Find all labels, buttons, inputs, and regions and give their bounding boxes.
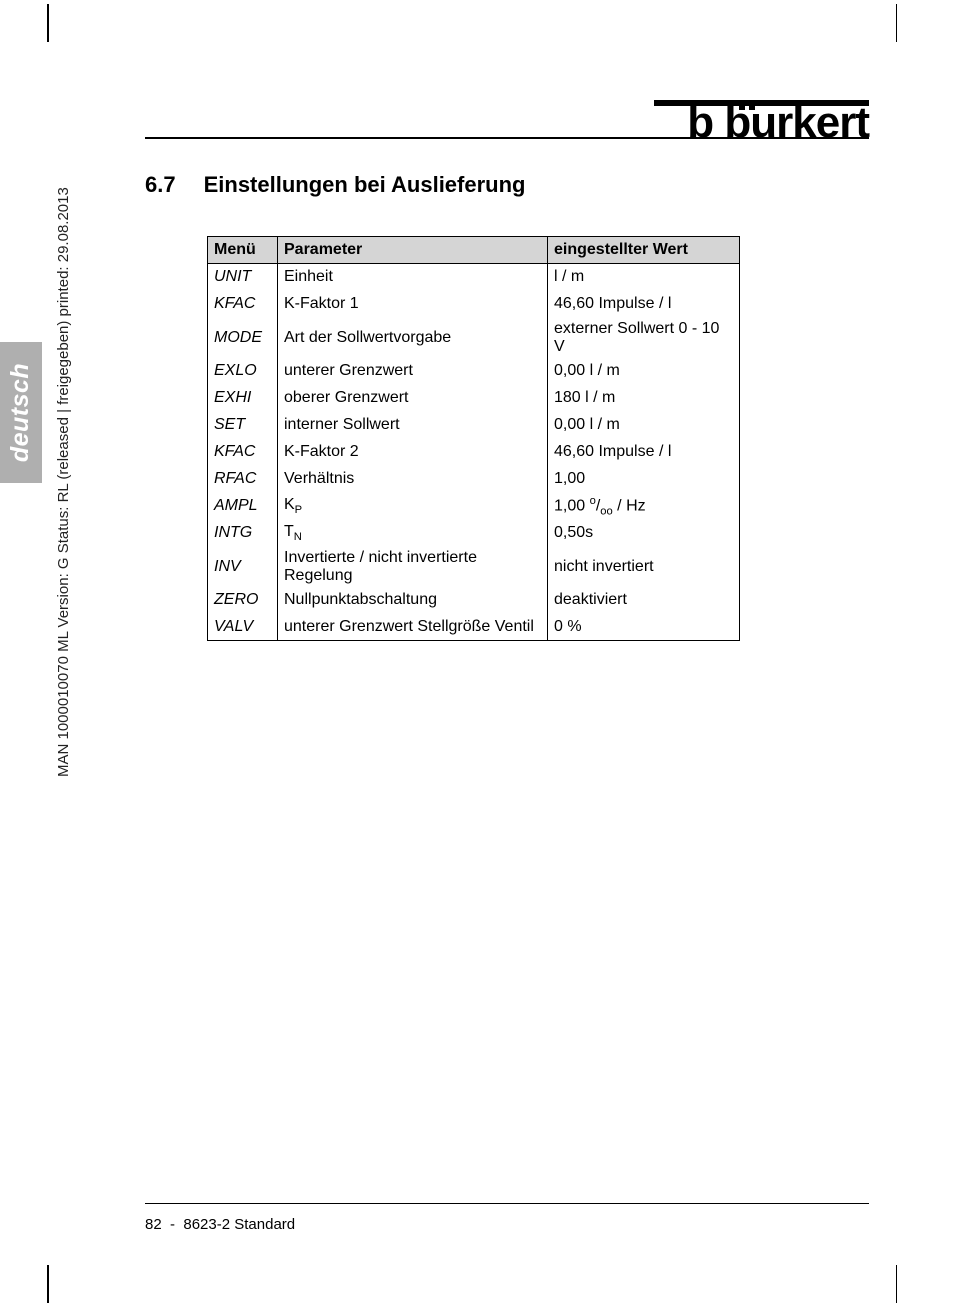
table-header-row: Menü Parameter eingestellter Wert [208, 237, 740, 264]
language-tab: deutsch [0, 342, 42, 483]
cell-parameter: Art der Sollwertvorgabe [278, 318, 548, 358]
section-title: Einstellungen bei Auslieferung [204, 172, 526, 198]
cell-value: 0,00 l / m [548, 412, 740, 439]
section-heading: 6.7 Einstellungen bei Auslieferung [145, 172, 869, 198]
cell-parameter: Nullpunktabschaltung [278, 587, 548, 614]
cell-value: 0,00 l / m [548, 358, 740, 385]
cell-parameter: Verhältnis [278, 466, 548, 493]
col-header-parameter: Parameter [278, 237, 548, 264]
cell-value: 0,50s [548, 520, 740, 547]
crop-mark [896, 4, 898, 42]
col-header-value: eingestellter Wert [548, 237, 740, 264]
language-tab-label: deutsch [7, 363, 36, 462]
table-row: AMPLKP1,00 o/oo / Hz [208, 493, 740, 520]
crop-mark [47, 4, 49, 42]
cell-menu: KFAC [208, 291, 278, 318]
section-number: 6.7 [145, 172, 176, 198]
table-row: RFACVerhältnis1,00 [208, 466, 740, 493]
cell-parameter: Invertierte / nicht invertierte Regelung [278, 547, 548, 587]
cell-value: l / m [548, 264, 740, 291]
table-row: KFACK-Faktor 246,60 Impulse / l [208, 439, 740, 466]
cell-menu: EXLO [208, 358, 278, 385]
table-row: UNITEinheitl / m [208, 264, 740, 291]
cell-menu: AMPL [208, 493, 278, 520]
cell-parameter: unterer Grenzwert Stellgröße Ventil [278, 614, 548, 641]
cell-parameter: interner Sollwert [278, 412, 548, 439]
table-row: KFACK-Faktor 146,60 Impulse / l [208, 291, 740, 318]
cell-menu: UNIT [208, 264, 278, 291]
col-header-menu: Menü [208, 237, 278, 264]
cell-value: 1,00 [548, 466, 740, 493]
table-row: ZERONullpunktabschaltungdeaktiviert [208, 587, 740, 614]
cell-menu: VALV [208, 614, 278, 641]
page-content: b burkert 6.7 Einstellungen bei Ausliefe… [75, 60, 869, 1247]
cell-parameter: oberer Grenzwert [278, 385, 548, 412]
cell-menu: EXHI [208, 385, 278, 412]
cell-menu: KFAC [208, 439, 278, 466]
table-row: SETinterner Sollwert0,00 l / m [208, 412, 740, 439]
cell-menu: INV [208, 547, 278, 587]
cell-parameter: TN [278, 520, 548, 547]
table-row: EXHIoberer Grenzwert180 l / m [208, 385, 740, 412]
cell-value: deaktiviert [548, 587, 740, 614]
cell-menu: SET [208, 412, 278, 439]
footer-rule [145, 1203, 869, 1204]
settings-table: Menü Parameter eingestellter Wert UNITEi… [207, 236, 740, 641]
cell-parameter: Einheit [278, 264, 548, 291]
crop-mark [896, 1265, 898, 1303]
table-row: INVInvertierte / nicht invertierte Regel… [208, 547, 740, 587]
cell-menu: MODE [208, 318, 278, 358]
table-row: EXLOunterer Grenzwert0,00 l / m [208, 358, 740, 385]
cell-value: 46,60 Impulse / l [548, 439, 740, 466]
cell-parameter: KP [278, 493, 548, 520]
header-rule [145, 137, 869, 139]
footer-text: 82 - 8623-2 Standard [145, 1216, 295, 1233]
cell-value: 46,60 Impulse / l [548, 291, 740, 318]
cell-value: 1,00 o/oo / Hz [548, 493, 740, 520]
table-row: INTGTN0,50s [208, 520, 740, 547]
crop-mark [47, 1265, 49, 1303]
logo-overline [654, 100, 869, 106]
table-row: VALVunterer Grenzwert Stellgröße Ventil0… [208, 614, 740, 641]
cell-value: externer Sollwert 0 - 10 V [548, 318, 740, 358]
settings-table-wrap: Menü Parameter eingestellter Wert UNITEi… [207, 236, 869, 641]
page-number: 82 [145, 1216, 162, 1233]
cell-menu: RFAC [208, 466, 278, 493]
document-metadata: MAN 1000010070 ML Version: G Status: RL … [55, 187, 72, 777]
cell-menu: INTG [208, 520, 278, 547]
table-row: MODEArt der Sollwertvorgabeexterner Soll… [208, 318, 740, 358]
main-content: 6.7 Einstellungen bei Auslieferung Menü … [145, 172, 869, 641]
cell-menu: ZERO [208, 587, 278, 614]
cell-parameter: K-Faktor 1 [278, 291, 548, 318]
cell-value: 180 l / m [548, 385, 740, 412]
cell-value: nicht invertiert [548, 547, 740, 587]
cell-value: 0 % [548, 614, 740, 641]
doc-id: 8623-2 Standard [183, 1216, 295, 1233]
cell-parameter: K-Faktor 2 [278, 439, 548, 466]
cell-parameter: unterer Grenzwert [278, 358, 548, 385]
